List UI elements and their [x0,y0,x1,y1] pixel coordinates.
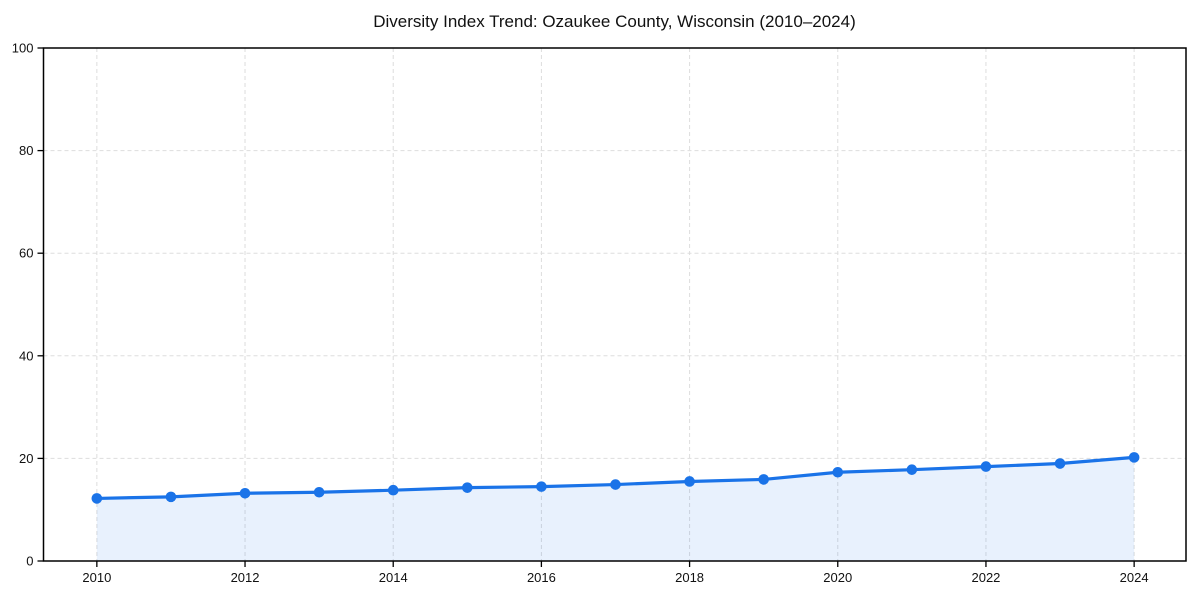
plot-frame [42,47,1187,562]
data-point-2021 [906,464,918,475]
area-fill [96,457,1135,561]
data-point-2011 [165,491,177,503]
data-point-2019 [758,474,769,485]
data-point-2016 [536,481,547,492]
data-point-2013 [313,486,325,498]
data-point-2018 [684,476,695,487]
x-tick-label: 2010 [82,570,111,585]
data-point-2024 [1128,452,1140,463]
data-point-2010 [91,493,103,504]
x-tick-label: 2022 [971,570,1000,585]
x-tick-label: 2016 [527,570,556,585]
data-point-2017 [610,479,621,490]
x-tick-label: 2020 [823,570,852,585]
y-tick-label: 0 [26,554,33,569]
y-tick-label: 80 [19,143,33,158]
data-point-2022 [980,461,992,472]
x-tick-label: 2012 [231,570,260,585]
data-point-2020 [832,466,844,478]
chart-title: Diversity Index Trend: Ozaukee County, W… [373,12,856,31]
x-tick-label: 2024 [1120,570,1149,585]
x-tick-label: 2014 [379,570,408,585]
y-tick-label: 100 [12,41,34,56]
data-point-2015 [462,482,473,493]
x-tick-label: 2018 [675,570,704,585]
y-tick-label: 40 [19,348,33,363]
data-point-2023 [1054,458,1066,469]
y-tick-label: 60 [19,246,33,261]
data-point-2014 [387,484,399,496]
y-tick-label: 20 [19,451,33,466]
data-point-2012 [239,487,251,499]
